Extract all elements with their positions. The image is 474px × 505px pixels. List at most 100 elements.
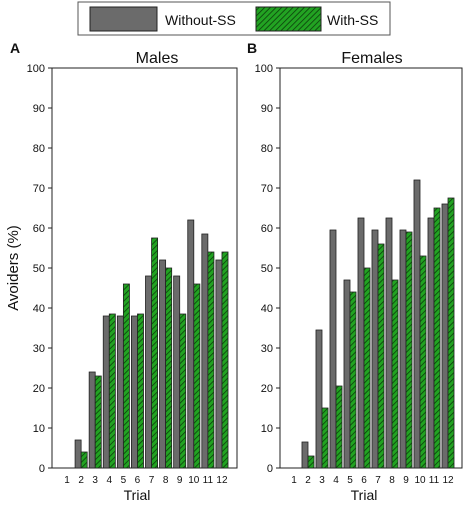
x-tick-label: 7 bbox=[375, 475, 381, 486]
x-tick-label: 4 bbox=[107, 475, 113, 486]
y-tick-label: 20 bbox=[33, 383, 45, 395]
x-tick-label: 9 bbox=[177, 475, 183, 486]
bar-with-ss-trial-3 bbox=[94, 375, 102, 469]
bar-with-ss-trial-12 bbox=[221, 251, 229, 469]
x-tick-label: 11 bbox=[429, 475, 440, 486]
bar-with-ss-trial-2 bbox=[307, 455, 315, 469]
x-tick-label: 3 bbox=[92, 475, 98, 486]
bar-with-ss-trial-3 bbox=[321, 407, 329, 469]
panel-letter-a: A bbox=[10, 40, 20, 56]
bar-with-ss-trial-9 bbox=[179, 313, 187, 469]
y-ticks-females: 0 10 20 30 40 50 60 70 80 90 100 bbox=[255, 63, 280, 475]
panel-title-males: Males bbox=[136, 50, 179, 67]
y-tick-label: 60 bbox=[261, 223, 273, 235]
bar-with-ss-trial-4 bbox=[108, 313, 116, 469]
panel-letter-b: B bbox=[247, 40, 257, 56]
bar-without-ss-trial-6 bbox=[357, 217, 365, 469]
y-tick-label: 0 bbox=[39, 463, 45, 475]
bar-with-ss-trial-8 bbox=[391, 279, 399, 469]
y-tick-label: 30 bbox=[261, 343, 273, 355]
y-tick-label: 90 bbox=[33, 103, 45, 115]
y-tick-label: 20 bbox=[261, 383, 273, 395]
y-tick-label: 10 bbox=[33, 423, 45, 435]
y-tick-label: 100 bbox=[27, 63, 45, 75]
bar-without-ss-trial-2 bbox=[301, 441, 309, 469]
x-axis-label-males: Trial bbox=[124, 487, 151, 503]
bar-with-ss-trial-6 bbox=[137, 313, 144, 469]
y-tick-label: 100 bbox=[255, 63, 273, 75]
x-ticks-females: 1 2 3 4 5 6 7 8 9 10 11 12 bbox=[291, 475, 454, 486]
bar-with-ss-trial-2 bbox=[80, 451, 88, 469]
y-tick-label: 30 bbox=[33, 343, 45, 355]
bar-with-ss-trial-10 bbox=[419, 255, 427, 469]
bar-with-ss-trial-4 bbox=[335, 385, 343, 469]
bar-without-ss-trial-10 bbox=[413, 179, 421, 469]
bar-without-ss-trial-8 bbox=[385, 217, 393, 469]
bar-without-ss-trial-4 bbox=[329, 229, 337, 469]
x-tick-label: 12 bbox=[216, 475, 228, 486]
x-tick-label: 6 bbox=[361, 475, 367, 486]
y-tick-label: 10 bbox=[261, 423, 273, 435]
bar-without-ss-trial-9 bbox=[399, 229, 407, 469]
bar-without-ss-trial-5 bbox=[343, 279, 351, 469]
x-tick-label: 11 bbox=[203, 475, 214, 486]
x-tick-label: 5 bbox=[121, 475, 127, 486]
legend: Without-SS With-SS bbox=[77, 1, 391, 36]
legend-swatch-without-ss bbox=[89, 6, 158, 32]
bar-with-ss-trial-11 bbox=[207, 251, 215, 469]
bar-with-ss-trial-7 bbox=[151, 237, 158, 469]
bar-without-ss-trial-3 bbox=[315, 329, 323, 469]
y-tick-label: 50 bbox=[261, 263, 273, 275]
bar-with-ss-trial-11 bbox=[433, 207, 441, 469]
y-axis-label: Avoiders (%) bbox=[5, 225, 22, 311]
bar-without-ss-trial-5 bbox=[116, 315, 124, 469]
panel-title-females: Females bbox=[341, 50, 402, 67]
bar-with-ss-trial-10 bbox=[193, 283, 201, 469]
x-tick-label: 7 bbox=[149, 475, 155, 486]
bars-females bbox=[301, 179, 455, 469]
bar-with-ss-trial-9 bbox=[405, 231, 413, 469]
bar-without-ss-trial-7 bbox=[371, 229, 379, 469]
bar-without-ss-trial-11 bbox=[201, 233, 209, 469]
y-tick-label: 50 bbox=[33, 263, 45, 275]
bar-without-ss-trial-12 bbox=[215, 259, 223, 469]
y-tick-label: 70 bbox=[261, 183, 273, 195]
x-tick-label: 3 bbox=[319, 475, 325, 486]
x-tick-label: 4 bbox=[333, 475, 339, 486]
legend-swatch-with-ss bbox=[255, 6, 322, 32]
y-tick-label: 90 bbox=[261, 103, 273, 115]
bar-with-ss-trial-6 bbox=[363, 267, 371, 469]
x-tick-label: 9 bbox=[403, 475, 409, 486]
bars-males bbox=[74, 219, 229, 469]
y-tick-label: 80 bbox=[33, 143, 45, 155]
y-tick-label: 40 bbox=[261, 303, 273, 315]
bar-without-ss-trial-2 bbox=[74, 439, 82, 469]
bar-without-ss-trial-6 bbox=[130, 315, 138, 469]
x-tick-label: 10 bbox=[414, 475, 426, 486]
x-axis-label-females: Trial bbox=[351, 487, 378, 503]
x-tick-label: 8 bbox=[163, 475, 169, 486]
legend-label-without-ss: Without-SS bbox=[165, 12, 236, 28]
y-tick-label: 60 bbox=[33, 223, 45, 235]
bar-without-ss-trial-7 bbox=[145, 275, 152, 469]
x-tick-label: 1 bbox=[291, 475, 297, 486]
bar-without-ss-trial-8 bbox=[159, 259, 167, 469]
x-tick-label: 8 bbox=[389, 475, 395, 486]
y-tick-label: 40 bbox=[33, 303, 45, 315]
bar-without-ss-trial-10 bbox=[187, 219, 195, 469]
x-tick-label: 5 bbox=[347, 475, 353, 486]
y-tick-label: 70 bbox=[33, 183, 45, 195]
x-tick-label: 1 bbox=[64, 475, 70, 486]
bar-with-ss-trial-7 bbox=[377, 243, 385, 469]
bar-without-ss-trial-11 bbox=[427, 217, 435, 469]
bar-with-ss-trial-5 bbox=[122, 283, 130, 469]
x-ticks-males: 1 2 3 4 5 6 7 8 9 10 11 12 bbox=[64, 475, 228, 486]
bar-without-ss-trial-4 bbox=[102, 315, 110, 469]
x-tick-label: 12 bbox=[442, 475, 454, 486]
x-tick-label: 10 bbox=[188, 475, 200, 486]
bar-with-ss-trial-8 bbox=[165, 267, 173, 469]
x-tick-label: 2 bbox=[78, 475, 84, 486]
